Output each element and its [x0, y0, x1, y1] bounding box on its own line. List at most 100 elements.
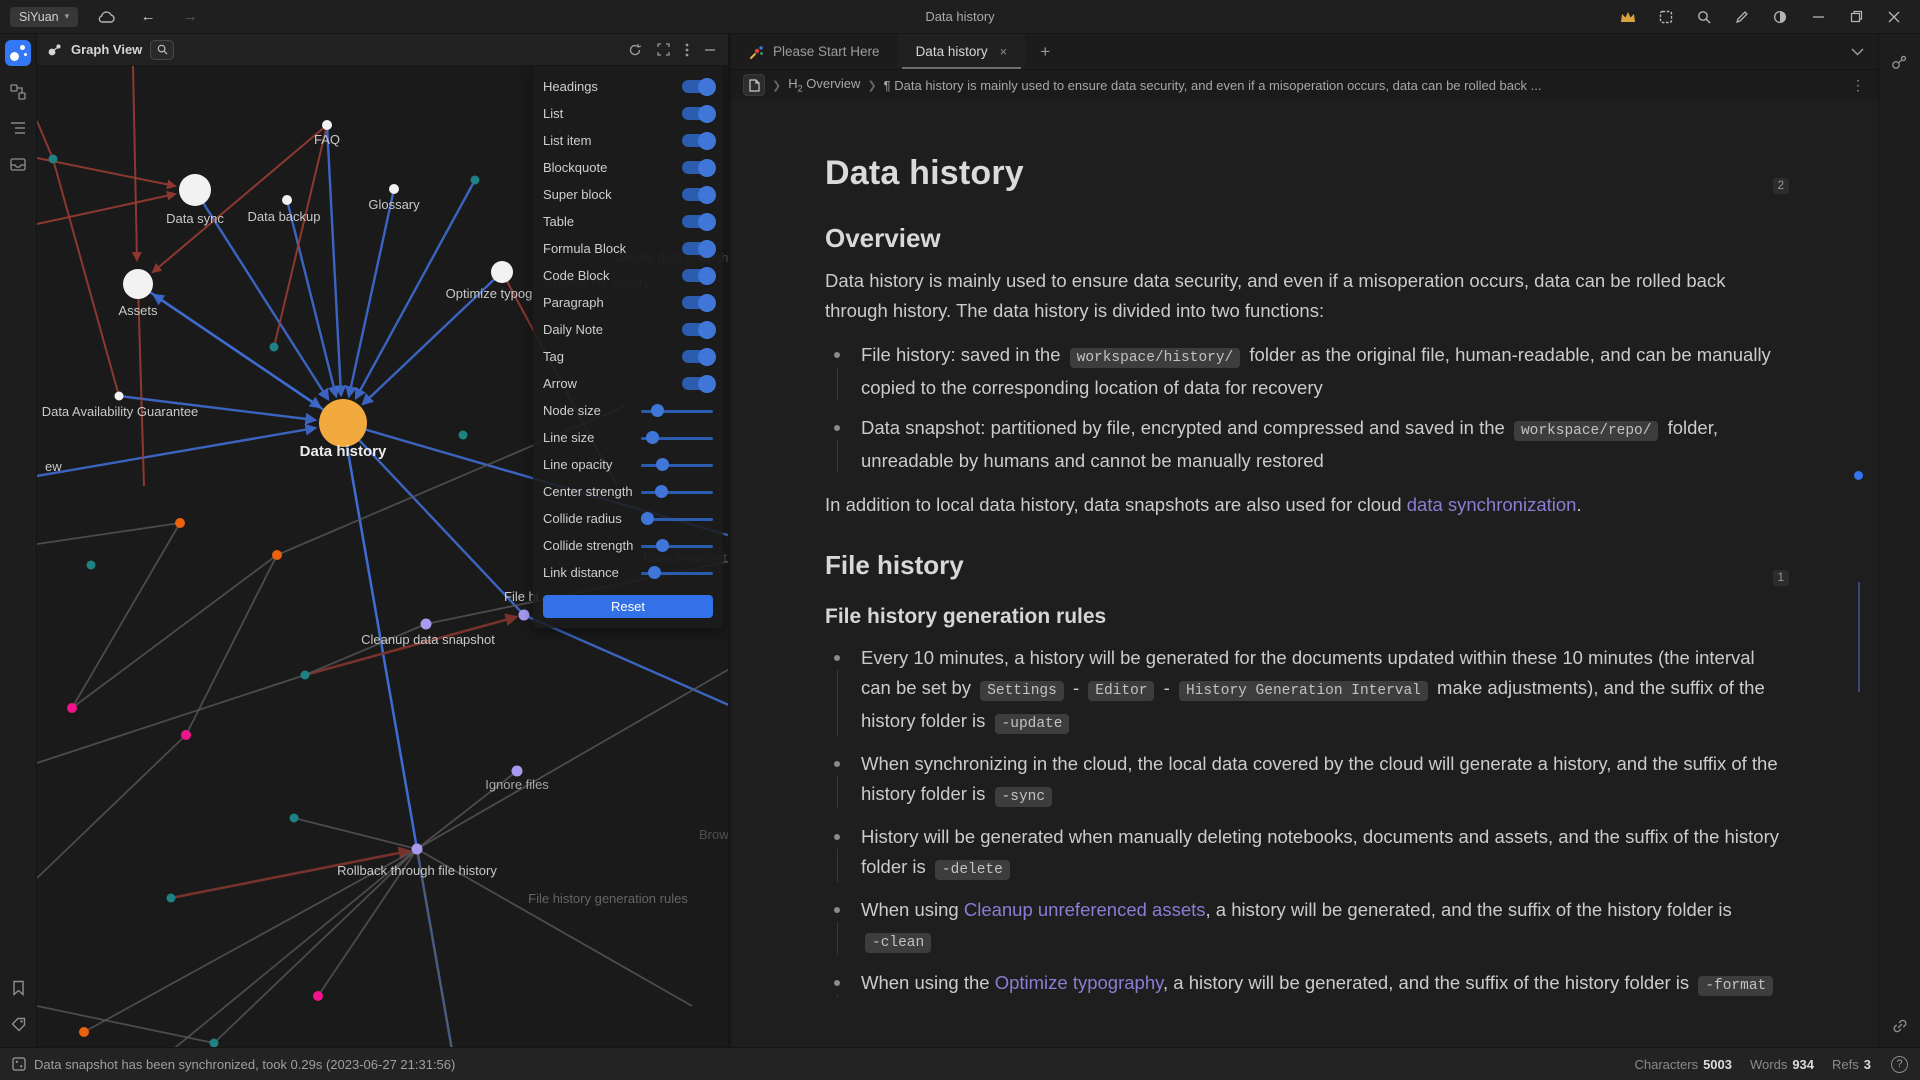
toggle-code-block[interactable]: [682, 266, 716, 285]
graph-canvas[interactable]: FAQ Data sync Data backup Glossary Assets Opt…: [37, 66, 728, 1047]
crown-icon[interactable]: [1614, 5, 1642, 29]
graph-node[interactable]: [511, 765, 523, 777]
graph-node[interactable]: [181, 730, 191, 740]
graph-node[interactable]: [313, 991, 323, 1001]
graph-node-data-history[interactable]: [319, 399, 367, 447]
toggle-table[interactable]: [682, 212, 716, 231]
toggle-arrow[interactable]: [682, 374, 716, 393]
help-icon[interactable]: ?: [1891, 1055, 1908, 1073]
graph-node-optimize-typography[interactable]: [491, 261, 513, 283]
tab-close-icon[interactable]: ×: [999, 44, 1008, 59]
scroll-indicator[interactable]: [1854, 471, 1863, 480]
toggle-formula-block[interactable]: [682, 239, 716, 258]
block-ref-link[interactable]: Cleanup unreferenced assets: [963, 899, 1206, 920]
search-icon[interactable]: [1690, 5, 1718, 29]
siyuan-logo[interactable]: [5, 40, 31, 66]
backlinks-icon[interactable]: [1887, 1013, 1913, 1039]
tab-please-start-here[interactable]: Please Start Here: [731, 34, 898, 69]
graph-node-data-availability-guarantee[interactable]: [114, 391, 124, 401]
toggle-headings[interactable]: [682, 77, 716, 96]
ref-count-badge[interactable]: 2: [1772, 178, 1789, 194]
inbox-icon[interactable]: [5, 151, 31, 177]
tab-list-chevron-icon[interactable]: [1851, 47, 1864, 56]
toggle-paragraph[interactable]: [682, 293, 716, 312]
graph-node-assets[interactable]: [123, 269, 153, 299]
marketplace-icon[interactable]: [1652, 5, 1680, 29]
graph-node[interactable]: [269, 342, 279, 352]
slider-knob[interactable]: [648, 566, 662, 579]
slider-line-opacity[interactable]: [641, 458, 713, 472]
graph-node[interactable]: [420, 618, 432, 630]
document-icon[interactable]: [743, 74, 765, 96]
slider-knob[interactable]: [651, 404, 665, 417]
toggle-daily-note[interactable]: [682, 320, 716, 339]
slider-knob[interactable]: [654, 485, 668, 498]
graph-node[interactable]: [166, 893, 176, 903]
reset-button[interactable]: Reset: [543, 595, 713, 618]
collapse-icon[interactable]: [704, 44, 716, 56]
slider-knob[interactable]: [646, 431, 660, 444]
scroll-track[interactable]: [1857, 582, 1860, 692]
close-icon[interactable]: [1880, 5, 1908, 29]
slider-knob[interactable]: [656, 458, 670, 471]
graph-search-button[interactable]: [150, 39, 175, 60]
graph-node[interactable]: [518, 609, 530, 621]
block-ref-link[interactable]: Optimize typography: [994, 972, 1163, 993]
toggle-super-block[interactable]: [682, 185, 716, 204]
slider-collide-strength[interactable]: [641, 539, 713, 553]
toggle-blockquote[interactable]: [682, 158, 716, 177]
document-area[interactable]: Data history Overview Data history is main…: [731, 100, 1878, 1047]
file-tree-icon[interactable]: [5, 79, 31, 105]
bookmark-icon[interactable]: [5, 975, 31, 1001]
back-icon[interactable]: ←: [140, 8, 156, 25]
forward-icon[interactable]: →: [182, 8, 198, 25]
graph-node[interactable]: [458, 430, 468, 440]
graph-node[interactable]: [411, 843, 423, 855]
graph-node-label: Assets: [118, 303, 158, 318]
block-ref-link[interactable]: data synchronization: [1406, 494, 1577, 515]
toggle-list[interactable]: [682, 104, 716, 123]
slider-node-size[interactable]: [641, 404, 713, 418]
new-tab-button[interactable]: +: [1040, 41, 1051, 61]
edit-icon[interactable]: [1728, 5, 1756, 29]
slider-knob[interactable]: [656, 539, 670, 552]
toggle-tag[interactable]: [682, 347, 716, 366]
graph-node[interactable]: [272, 550, 282, 560]
graph-node[interactable]: [300, 670, 310, 680]
graph-node[interactable]: [470, 175, 480, 185]
theme-mode-icon[interactable]: [1766, 5, 1794, 29]
breadcrumb-heading[interactable]: H2 Overview: [788, 76, 861, 94]
ref-count-badge[interactable]: 1: [1772, 570, 1789, 586]
knowledge-graph[interactable]: FAQ Data sync Data backup Glossary Assets Opt…: [37, 66, 728, 1047]
graph-node[interactable]: [289, 813, 299, 823]
graph-node[interactable]: [67, 703, 77, 713]
toggle-list-item[interactable]: [682, 131, 716, 150]
outline-icon[interactable]: [5, 115, 31, 141]
graph-node[interactable]: [86, 560, 96, 570]
tab-data-history[interactable]: Data history ×: [897, 34, 1026, 69]
graph-node[interactable]: [48, 154, 58, 164]
fullscreen-icon[interactable]: [657, 43, 670, 56]
graph-panel-icon[interactable]: [1887, 49, 1913, 75]
graph-node[interactable]: [175, 518, 185, 528]
breadcrumb-paragraph[interactable]: ¶ Data history is mainly used to ensure …: [883, 77, 1542, 93]
app-menu-button[interactable]: SiYuan ▾: [10, 6, 79, 27]
restore-icon[interactable]: [1842, 5, 1870, 29]
tag-icon[interactable]: [5, 1011, 31, 1037]
slider-center-strength[interactable]: [641, 485, 713, 499]
refresh-icon[interactable]: [628, 43, 642, 57]
graph-node[interactable]: [79, 1027, 89, 1037]
slider-link-distance[interactable]: [641, 566, 713, 580]
slider-collide-radius[interactable]: [640, 512, 713, 526]
minimize-icon[interactable]: [1804, 5, 1832, 29]
graph-node-data-backup[interactable]: [282, 195, 292, 205]
graph-node-glossary[interactable]: [389, 184, 399, 194]
graph-node[interactable]: [209, 1038, 219, 1048]
slider-knob[interactable]: [640, 512, 654, 525]
more-icon[interactable]: [685, 43, 689, 57]
cloud-icon[interactable]: [92, 5, 120, 29]
slider-line-size[interactable]: [641, 431, 713, 445]
graph-node-faq[interactable]: [322, 120, 332, 130]
graph-node-data-sync[interactable]: [179, 174, 211, 206]
breadcrumb-more-icon[interactable]: ⋮: [1851, 76, 1866, 93]
